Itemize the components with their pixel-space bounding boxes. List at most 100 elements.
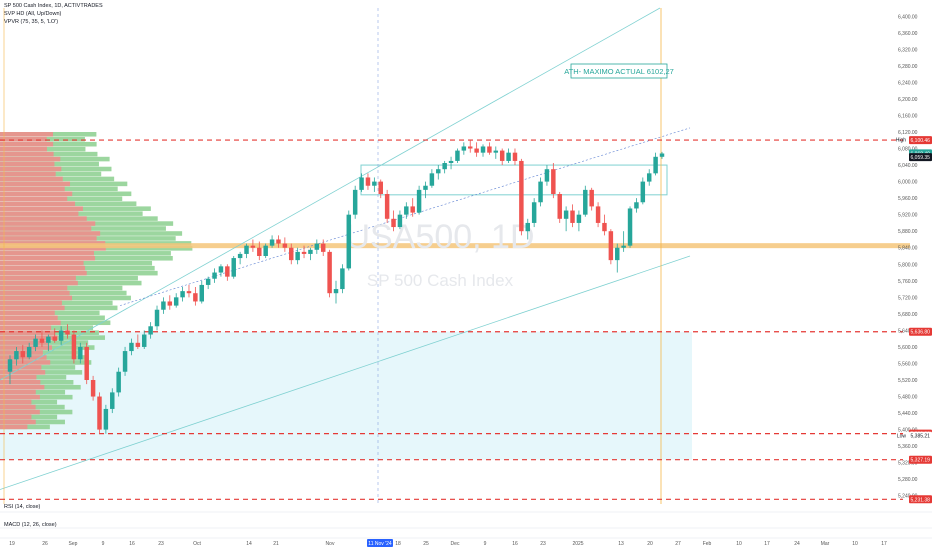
candle-body bbox=[71, 334, 77, 360]
profile-bar-down bbox=[0, 260, 84, 266]
candle-body bbox=[14, 351, 19, 360]
candle-body bbox=[276, 239, 281, 244]
candle-body bbox=[570, 210, 575, 223]
profile-bar-down bbox=[0, 146, 47, 152]
x-tick-label: Oct bbox=[193, 541, 201, 547]
candle-body bbox=[186, 291, 192, 294]
price-label-bg bbox=[909, 153, 932, 162]
candle-body bbox=[7, 359, 13, 372]
y-tick-label: 5,480.00 bbox=[898, 395, 918, 401]
candle-body bbox=[97, 396, 102, 430]
candle-body bbox=[519, 160, 524, 232]
candle-body bbox=[621, 245, 626, 248]
candle-body bbox=[141, 334, 147, 347]
y-tick-label: 6,120.00 bbox=[898, 130, 918, 136]
candle-body bbox=[212, 272, 217, 279]
indicator-svp[interactable]: SVP HD (All, Up/Down) bbox=[4, 11, 62, 17]
candle-body bbox=[122, 351, 128, 372]
profile-bar-down bbox=[0, 256, 96, 261]
profile-bar-down bbox=[0, 325, 52, 330]
profile-bar-down bbox=[0, 290, 70, 296]
price-label-bg bbox=[909, 455, 932, 464]
profile-bar-down bbox=[0, 280, 78, 286]
candle-body bbox=[90, 380, 96, 397]
profile-bar-down bbox=[0, 365, 42, 370]
candle-body bbox=[39, 338, 45, 343]
y-tick-label: 5,680.00 bbox=[898, 312, 918, 318]
candle-body bbox=[289, 247, 294, 261]
profile-bar-down bbox=[0, 191, 73, 197]
candle-body bbox=[365, 177, 371, 186]
profile-bar-down bbox=[0, 419, 36, 425]
candle-body bbox=[352, 189, 358, 215]
x-tick-label: 25 bbox=[423, 541, 429, 547]
candle-body bbox=[110, 392, 115, 409]
profile-bar-down bbox=[0, 310, 55, 316]
profile-bar-down bbox=[0, 335, 58, 340]
profile-bar-down bbox=[0, 216, 87, 221]
macd-pane-label[interactable]: MACD (12, 26, close) bbox=[4, 522, 57, 528]
y-tick-label: 5,720.00 bbox=[898, 295, 918, 301]
candle-body bbox=[448, 160, 454, 163]
candle-body bbox=[551, 169, 556, 194]
x-tick-label: 10 bbox=[852, 541, 858, 547]
candle-body bbox=[531, 202, 537, 223]
x-tick-label: 24 bbox=[794, 541, 800, 547]
candle-body bbox=[557, 194, 562, 219]
rsi-pane-label[interactable]: RSI (14, close) bbox=[4, 504, 41, 510]
profile-bar-down bbox=[0, 132, 54, 137]
channel-upper bbox=[0, 7, 661, 381]
x-tick-label: 18 bbox=[395, 541, 401, 547]
profile-bar-down bbox=[0, 186, 65, 192]
x-tick-label: Nov bbox=[326, 541, 335, 547]
candle-body bbox=[173, 297, 179, 306]
profile-bar-down bbox=[0, 251, 94, 256]
y-tick-label: 5,920.00 bbox=[898, 213, 918, 219]
y-tick-label: 6,320.00 bbox=[898, 47, 918, 53]
candle-body bbox=[640, 181, 646, 203]
candle-body bbox=[461, 146, 467, 151]
candle-body bbox=[129, 342, 134, 352]
candle-body bbox=[659, 153, 665, 157]
candle-body bbox=[372, 181, 377, 186]
channel-lower bbox=[0, 255, 691, 490]
candle-body bbox=[295, 251, 300, 261]
y-tick-label: 5,440.00 bbox=[898, 411, 918, 417]
y-tick-label: 6,400.00 bbox=[898, 14, 918, 20]
candle-body bbox=[506, 152, 511, 161]
profile-bar-down bbox=[0, 380, 41, 385]
profile-bar-down bbox=[0, 315, 58, 321]
candle-body bbox=[487, 146, 492, 153]
demand-zone-rect bbox=[0, 331, 692, 460]
candle-body bbox=[480, 146, 486, 153]
candle-body bbox=[116, 371, 121, 393]
profile-bar-down bbox=[0, 370, 46, 375]
x-tick-label: Dec bbox=[451, 541, 460, 547]
symbol-title[interactable]: SP 500 Cash Index, 1D, ACTIVTRADES bbox=[4, 3, 103, 9]
price-label-bg bbox=[909, 431, 932, 440]
candle-body bbox=[308, 249, 313, 254]
y-tick-label: 5,320.00 bbox=[898, 461, 918, 467]
profile-bar-down bbox=[0, 265, 86, 271]
ath-annotation-text: ATH- MAXIMO ACTUAL 6102,27 bbox=[564, 67, 674, 76]
candle-body bbox=[423, 185, 428, 190]
candle-body bbox=[301, 251, 307, 254]
candle-body bbox=[26, 346, 32, 358]
candle-body bbox=[404, 206, 409, 215]
candle-body bbox=[467, 146, 473, 149]
indicator-vpvr[interactable]: VPVR (75, 35, 5, 'LO') bbox=[4, 19, 59, 25]
profile-bar-down bbox=[0, 196, 68, 202]
profile-bar-down bbox=[0, 136, 47, 142]
candle-body bbox=[199, 284, 205, 302]
candle-body bbox=[333, 289, 339, 294]
candle-body bbox=[602, 222, 607, 232]
resistance-levels bbox=[0, 139, 903, 500]
candle-body bbox=[429, 173, 435, 186]
candle-body bbox=[627, 208, 633, 246]
x-tick-label: 16 bbox=[512, 541, 518, 547]
price-label-bg bbox=[909, 495, 932, 504]
y-tick-label: 5,760.00 bbox=[898, 279, 918, 285]
candle-body bbox=[193, 293, 198, 302]
profile-bar-down bbox=[0, 330, 55, 335]
